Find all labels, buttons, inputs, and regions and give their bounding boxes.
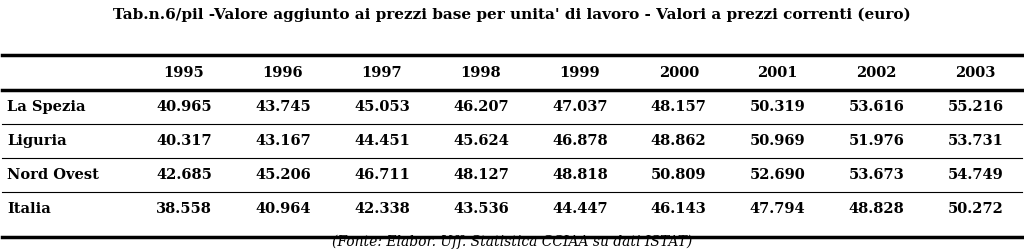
Text: 53.731: 53.731	[947, 134, 1004, 148]
Text: 45.624: 45.624	[453, 134, 509, 148]
Text: 2000: 2000	[658, 66, 698, 80]
Text: 43.167: 43.167	[255, 134, 311, 148]
Text: 40.964: 40.964	[255, 203, 311, 216]
Text: 40.965: 40.965	[157, 100, 212, 114]
Text: 48.127: 48.127	[453, 168, 509, 182]
Text: 2002: 2002	[856, 66, 897, 80]
Text: 50.969: 50.969	[750, 134, 806, 148]
Text: 43.745: 43.745	[255, 100, 311, 114]
Text: 45.206: 45.206	[255, 168, 311, 182]
Text: 52.690: 52.690	[750, 168, 806, 182]
Text: 38.558: 38.558	[157, 203, 212, 216]
Text: 42.685: 42.685	[157, 168, 212, 182]
Text: 53.616: 53.616	[849, 100, 904, 114]
Text: 1995: 1995	[164, 66, 205, 80]
Text: 47.794: 47.794	[750, 203, 806, 216]
Text: Liguria: Liguria	[7, 134, 67, 148]
Text: 2001: 2001	[758, 66, 798, 80]
Text: 50.272: 50.272	[947, 203, 1004, 216]
Text: La Spezia: La Spezia	[7, 100, 86, 114]
Text: Nord Ovest: Nord Ovest	[7, 168, 99, 182]
Text: 1998: 1998	[461, 66, 501, 80]
Text: Tab.n.6/pil -Valore aggiunto ai prezzi base per unita' di lavoro - Valori a prez: Tab.n.6/pil -Valore aggiunto ai prezzi b…	[113, 8, 911, 22]
Text: 48.157: 48.157	[651, 100, 707, 114]
Text: 50.809: 50.809	[651, 168, 707, 182]
Text: 46.878: 46.878	[552, 134, 607, 148]
Text: 1999: 1999	[559, 66, 600, 80]
Text: 2003: 2003	[955, 66, 995, 80]
Text: 1997: 1997	[361, 66, 402, 80]
Text: 44.447: 44.447	[552, 203, 607, 216]
Text: 50.319: 50.319	[750, 100, 806, 114]
Text: 44.451: 44.451	[354, 134, 410, 148]
Text: (Fonte: Elabor. Uff. Statistica CCIAA su dati ISTAT): (Fonte: Elabor. Uff. Statistica CCIAA su…	[332, 235, 692, 249]
Text: 51.976: 51.976	[849, 134, 904, 148]
Text: 48.862: 48.862	[651, 134, 707, 148]
Text: 45.053: 45.053	[354, 100, 410, 114]
Text: 48.818: 48.818	[552, 168, 607, 182]
Text: 46.711: 46.711	[354, 168, 410, 182]
Text: 53.673: 53.673	[849, 168, 904, 182]
Text: 55.216: 55.216	[947, 100, 1004, 114]
Text: 43.536: 43.536	[453, 203, 509, 216]
Text: 1996: 1996	[263, 66, 303, 80]
Text: 46.207: 46.207	[453, 100, 509, 114]
Text: 40.317: 40.317	[157, 134, 212, 148]
Text: 47.037: 47.037	[552, 100, 607, 114]
Text: 42.338: 42.338	[354, 203, 410, 216]
Text: 48.828: 48.828	[849, 203, 904, 216]
Text: 54.749: 54.749	[947, 168, 1004, 182]
Text: Italia: Italia	[7, 203, 51, 216]
Text: 46.143: 46.143	[651, 203, 707, 216]
